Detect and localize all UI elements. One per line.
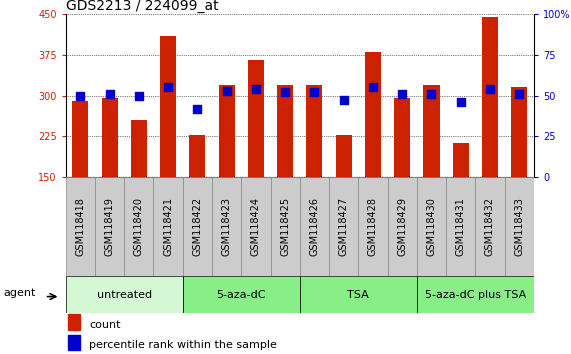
Point (514, 91, 524, 97)
Bar (307, 85, 323, 177)
Bar (365, 52, 381, 177)
Bar (424, 85, 440, 177)
Bar (154, 177, 183, 276)
Bar (329, 177, 359, 276)
Bar (475, 177, 505, 276)
Point (222, 88, 231, 93)
Bar (271, 177, 300, 276)
Text: GSM118424: GSM118424 (251, 197, 261, 256)
Bar (248, 60, 264, 177)
Bar (66, 276, 183, 313)
Bar (394, 98, 410, 177)
Text: percentile rank within the sample: percentile rank within the sample (89, 340, 277, 350)
Bar (241, 177, 271, 276)
Text: GSM118427: GSM118427 (339, 197, 349, 256)
Bar (102, 98, 118, 177)
Text: GSM118431: GSM118431 (456, 197, 466, 256)
Bar (160, 36, 176, 177)
Point (193, 106, 202, 112)
Point (280, 90, 289, 95)
Point (251, 86, 260, 92)
Text: TSA: TSA (347, 290, 369, 300)
Bar (124, 177, 154, 276)
Point (456, 99, 465, 105)
Text: GSM118426: GSM118426 (309, 197, 319, 256)
Bar (417, 177, 446, 276)
Text: GSM118432: GSM118432 (485, 197, 495, 256)
Text: GSM118430: GSM118430 (427, 197, 436, 256)
Text: GSM118419: GSM118419 (104, 197, 115, 256)
Bar (68, 335, 80, 350)
Bar (511, 87, 527, 177)
Text: GSM118428: GSM118428 (368, 197, 378, 256)
Bar (68, 314, 80, 330)
Bar (95, 177, 124, 276)
Text: GSM118429: GSM118429 (397, 197, 407, 256)
Text: 5-aza-dC: 5-aza-dC (216, 290, 266, 300)
Bar (219, 85, 235, 177)
Bar (131, 120, 147, 177)
Bar (277, 85, 293, 177)
Bar (482, 17, 498, 177)
Text: GDS2213 / 224099_at: GDS2213 / 224099_at (66, 0, 218, 13)
Bar (300, 276, 417, 313)
Point (427, 91, 436, 97)
Point (339, 98, 348, 103)
Bar (336, 135, 352, 177)
Text: GSM118420: GSM118420 (134, 197, 144, 256)
Point (368, 85, 377, 90)
Text: GSM118421: GSM118421 (163, 197, 173, 256)
Point (397, 91, 407, 97)
Text: GSM118418: GSM118418 (75, 197, 85, 256)
Point (76, 93, 85, 98)
Bar (212, 177, 241, 276)
Bar (183, 177, 212, 276)
Text: GSM118433: GSM118433 (514, 197, 524, 256)
Point (485, 86, 494, 92)
Point (163, 85, 172, 90)
Bar (359, 177, 388, 276)
Text: agent: agent (3, 288, 35, 298)
Point (134, 93, 143, 98)
Text: GSM118423: GSM118423 (222, 197, 232, 256)
Bar (66, 177, 95, 276)
Bar (190, 135, 206, 177)
Point (105, 91, 114, 97)
Bar (300, 177, 329, 276)
Point (310, 90, 319, 95)
Bar (417, 276, 534, 313)
Bar (446, 177, 475, 276)
Bar (453, 143, 469, 177)
Text: GSM118422: GSM118422 (192, 197, 202, 256)
Text: count: count (89, 320, 120, 330)
Bar (73, 101, 89, 177)
Text: GSM118425: GSM118425 (280, 197, 290, 256)
Bar (388, 177, 417, 276)
Bar (505, 177, 534, 276)
Bar (183, 276, 300, 313)
Text: 5-aza-dC plus TSA: 5-aza-dC plus TSA (425, 290, 526, 300)
Text: untreated: untreated (96, 290, 152, 300)
